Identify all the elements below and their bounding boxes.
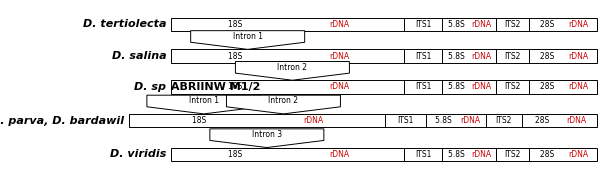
Text: ITS2: ITS2 [504,20,520,29]
Text: 28S: 28S [535,116,551,125]
Text: D. sp: D. sp [134,82,166,92]
Bar [529,148,597,161]
Text: rDNA: rDNA [329,150,349,159]
Text: rDNA: rDNA [566,116,586,125]
Text: 5.8S: 5.8S [448,82,467,91]
Polygon shape [147,95,261,114]
Text: ITS1: ITS1 [415,82,431,91]
Text: rDNA: rDNA [329,20,349,29]
Text: ITS1: ITS1 [398,116,414,125]
Text: rDNA: rDNA [329,82,349,91]
Bar [442,80,496,94]
Text: ITS2: ITS2 [496,116,512,125]
Text: ITS2: ITS2 [504,150,520,159]
Text: Intron 1: Intron 1 [189,96,219,105]
Bar [496,148,529,161]
Polygon shape [210,129,324,148]
Text: ITS1: ITS1 [415,52,431,61]
Bar [404,148,442,161]
Text: rDNA: rDNA [568,150,588,159]
Bar [485,114,522,127]
Text: rDNA: rDNA [460,116,481,125]
Text: ITS1: ITS1 [415,150,431,159]
Bar [522,114,597,127]
Text: D. tertiolecta: D. tertiolecta [83,19,166,29]
Bar [171,148,404,161]
Polygon shape [191,31,305,49]
Text: 18S: 18S [228,52,245,61]
Text: Intron 2: Intron 2 [277,63,307,72]
Bar [171,49,404,63]
Text: 5.8S: 5.8S [435,116,454,125]
Bar [385,114,426,127]
Text: D. parva, D. bardawil: D. parva, D. bardawil [0,116,124,126]
Bar [496,80,529,94]
Bar [404,49,442,63]
Text: ABRIINW M1/2: ABRIINW M1/2 [167,82,261,92]
Bar [529,80,597,94]
Text: rDNA: rDNA [329,52,349,61]
Text: rDNA: rDNA [568,82,588,91]
Bar [404,80,442,94]
Text: Intron 1: Intron 1 [233,32,263,41]
Text: ITS1: ITS1 [415,20,431,29]
Text: Intron 3: Intron 3 [252,130,282,139]
Text: 5.8S: 5.8S [448,20,467,29]
Bar [529,18,597,31]
Text: 18S: 18S [228,82,245,91]
Text: 18S: 18S [228,150,245,159]
Bar [171,80,404,94]
Bar [442,18,496,31]
Text: 5.8S: 5.8S [448,150,467,159]
Bar [129,114,385,127]
Text: rDNA: rDNA [472,82,492,91]
Text: rDNA: rDNA [472,20,492,29]
Text: ITS2: ITS2 [504,82,520,91]
Text: rDNA: rDNA [568,20,588,29]
Text: rDNA: rDNA [472,150,492,159]
Text: D. sp: D. sp [0,186,1,187]
Text: 28S: 28S [539,52,556,61]
Text: D. viridis: D. viridis [110,149,166,159]
Bar [442,49,496,63]
Text: Intron 2: Intron 2 [268,96,298,105]
Bar [496,18,529,31]
Bar [171,18,404,31]
Text: rDNA: rDNA [568,52,588,61]
Polygon shape [235,62,349,80]
Text: D. salina: D. salina [112,51,166,61]
Bar [404,18,442,31]
Text: 28S: 28S [539,150,556,159]
Text: 28S: 28S [539,20,556,29]
Text: rDNA: rDNA [304,116,324,125]
Text: 28S: 28S [539,82,556,91]
Text: ITS2: ITS2 [504,52,520,61]
Text: D. sp ABRIINW M1/2: D. sp ABRIINW M1/2 [41,82,166,92]
Bar [496,49,529,63]
Text: rDNA: rDNA [472,52,492,61]
Bar [426,114,485,127]
Bar [529,49,597,63]
Text: 18S: 18S [193,116,209,125]
Text: 18S: 18S [228,20,245,29]
Polygon shape [226,95,340,114]
Text: 5.8S: 5.8S [448,52,467,61]
Bar [442,148,496,161]
